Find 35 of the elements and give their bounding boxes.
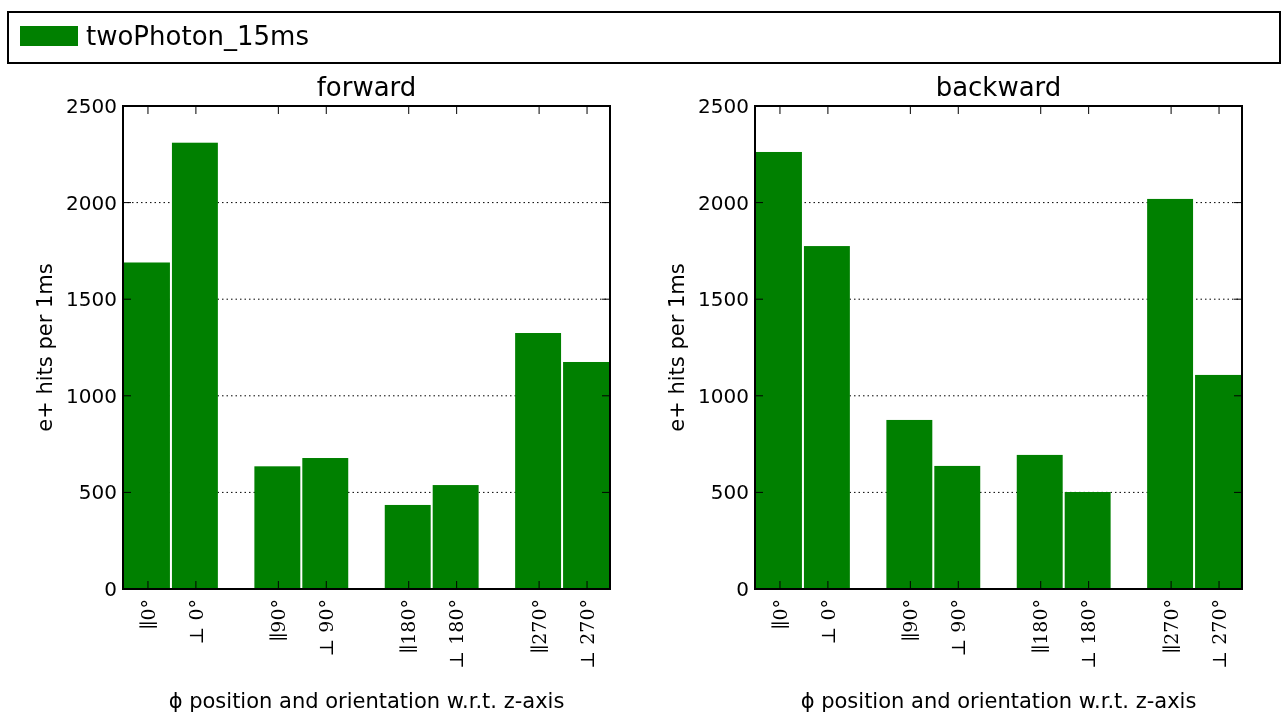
x-tick-label: ⊥ 180° [1077,599,1100,669]
x-axis-title: ϕ position and orientation w.r.t. z-axis [168,689,565,713]
y-tick-label: 500 [710,480,749,505]
legend-label: twoPhoton_15ms [86,21,309,52]
chart-title: backward [935,72,1062,102]
x-tick-label: ∥0° [768,599,791,630]
x-tick-label: ⊥ 180° [445,599,468,669]
x-tick-label: ⊥ 90° [946,599,969,657]
y-tick-label: 2500 [66,94,117,118]
chart-title: forward [316,72,417,102]
y-tick-label: 2000 [698,190,749,215]
x-tick-label: ⊥ 0° [816,599,839,645]
x-tick-label: ∥0° [136,599,159,630]
x-tick-label: ∥270° [527,599,550,654]
y-axis-title: e+ hits per 1ms [665,263,690,432]
x-tick-label: ∥270° [1159,599,1182,654]
y-tick-label: 500 [78,480,117,505]
y-tick-label: 2500 [698,94,749,118]
x-tick-label: ⊥ 90° [314,599,337,657]
y-tick-label: 1000 [66,383,117,408]
x-tick-label: ⊥ 270° [575,599,598,669]
x-tick-label: ⊥ 270° [1207,599,1230,669]
x-tick-label: ∥90° [898,599,921,642]
y-tick-label: 1000 [698,383,749,408]
y-tick-label: 2000 [66,190,117,215]
x-tick-label: ∥180° [1029,599,1052,654]
x-axis-title: ϕ position and orientation w.r.t. z-axis [800,689,1197,713]
y-tick-label: 1500 [698,287,749,312]
x-tick-label: ∥90° [266,599,289,642]
x-tick-label: ∥180° [397,599,420,654]
y-axis-title: e+ hits per 1ms [33,263,58,432]
y-tick-label: 0 [104,577,117,601]
y-tick-label: 1500 [66,287,117,312]
x-tick-label: ⊥ 0° [184,599,207,645]
y-tick-label: 0 [736,577,749,601]
